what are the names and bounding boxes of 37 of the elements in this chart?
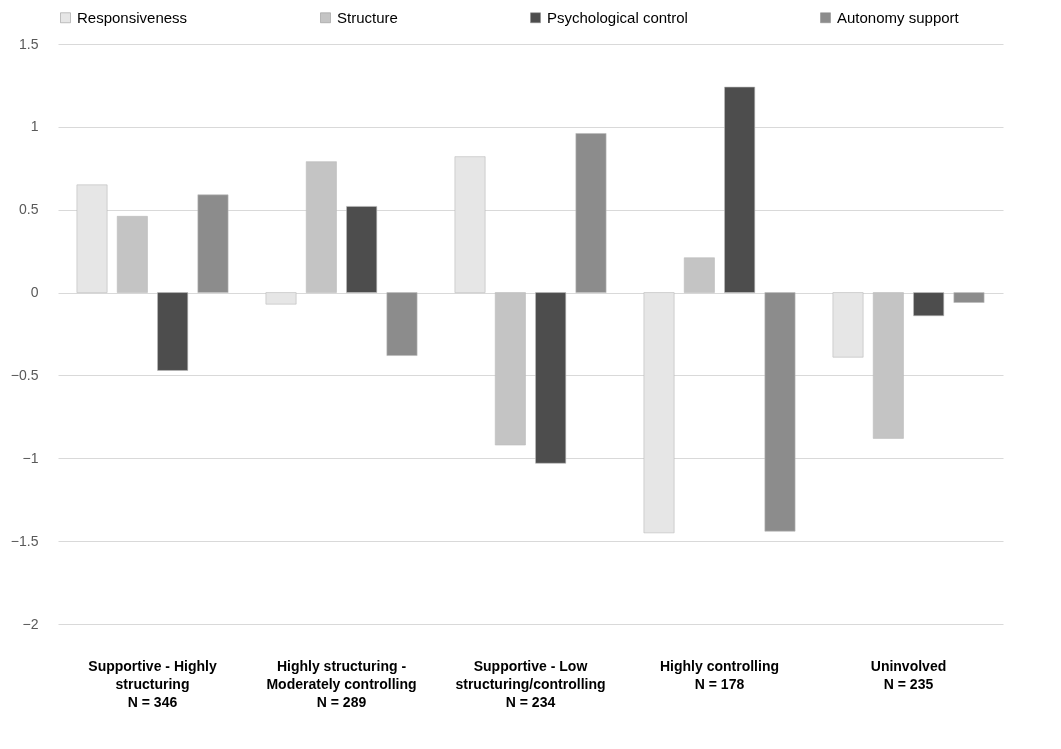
y-tick-label: −1	[22, 449, 39, 466]
bar	[913, 292, 945, 317]
x-tick-label: Highly controlling N = 178	[660, 657, 779, 692]
bar	[305, 161, 337, 293]
legend-label: Autonomy support	[837, 8, 960, 26]
x-tick-label: Supportive - Low structuring/controlling N = 234	[455, 657, 606, 710]
y-tick-label: −0.5	[10, 366, 39, 383]
legend-label: Psychological control	[547, 8, 688, 26]
y-tick-label: −1.5	[10, 532, 39, 549]
x-tick-label: Supportive - Highly structuring N = 346	[88, 657, 217, 710]
bar	[76, 184, 108, 293]
bar	[494, 292, 526, 446]
y-tick-label: 0	[30, 284, 39, 301]
bar	[724, 86, 756, 293]
bar	[535, 292, 567, 464]
bar	[197, 194, 229, 293]
x-tick-label: Highly structuring - Moderately controlling N = 289	[266, 657, 417, 710]
x-tick-label: Uninvolved N = 235	[870, 657, 947, 692]
bar	[832, 292, 864, 358]
legend-label: Responsiveness	[77, 8, 188, 26]
bar	[872, 292, 904, 439]
bar	[116, 216, 148, 293]
bar	[265, 292, 297, 305]
bar	[764, 292, 796, 532]
bar	[575, 133, 607, 293]
bar	[683, 257, 715, 293]
bar	[157, 292, 189, 371]
bar	[346, 206, 378, 293]
bar	[454, 156, 486, 293]
bar	[643, 292, 675, 534]
y-tick-label: 1.5	[19, 35, 39, 52]
y-tick-label: −2	[22, 615, 39, 632]
legend-label: Structure	[337, 8, 398, 26]
bar	[953, 292, 985, 303]
y-tick-label: 0.5	[19, 201, 39, 218]
y-tick-label: 1	[30, 118, 39, 135]
bar	[386, 292, 418, 356]
